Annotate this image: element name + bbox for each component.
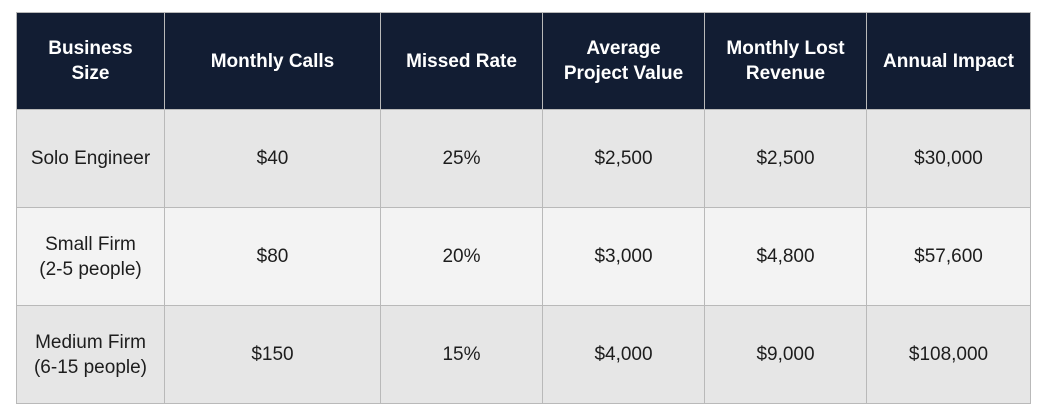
- cell-average-project-value: $2,500: [542, 109, 705, 208]
- header-label: Average Project Value: [563, 38, 684, 84]
- cell-average-project-value: $3,000: [542, 207, 705, 306]
- cell-monthly-calls: $80: [164, 207, 381, 306]
- cell-monthly-calls: $40: [164, 109, 381, 208]
- cell-average-project-value: $4,000: [542, 305, 705, 404]
- cell-text: Small Firm (2-5 people): [39, 233, 142, 280]
- header-monthly-calls: Monthly Calls: [164, 12, 381, 110]
- cell-text: Solo Engineer: [30, 148, 151, 169]
- cell-missed-rate: 20%: [380, 207, 543, 306]
- header-label: Business Size: [48, 38, 133, 84]
- header-label: Monthly Lost Revenue: [726, 38, 845, 84]
- cell-business-size: Solo Engineer: [16, 109, 165, 208]
- data-table: Business Size Monthly Calls Missed Rate …: [16, 12, 1031, 404]
- header-missed-rate: Missed Rate: [380, 12, 543, 110]
- cell-text: $108,000: [908, 344, 989, 365]
- cell-missed-rate: 25%: [380, 109, 543, 208]
- cell-text: $2,500: [756, 148, 815, 169]
- cell-text: $80: [256, 246, 289, 267]
- cell-text: 25%: [442, 148, 481, 169]
- cell-monthly-lost-revenue: $9,000: [704, 305, 867, 404]
- cell-annual-impact: $30,000: [866, 109, 1031, 208]
- cell-text: $2,500: [594, 148, 653, 169]
- cell-text: $9,000: [756, 344, 815, 365]
- cell-text: $40: [256, 148, 289, 169]
- cell-text: 15%: [442, 344, 481, 365]
- header-label: Monthly Calls: [210, 50, 335, 72]
- cell-text: $4,800: [756, 246, 815, 267]
- cell-text: $4,000: [594, 344, 653, 365]
- table-row: Solo Engineer $40 25% $2,500 $2,500 $30,…: [16, 109, 1031, 208]
- cell-business-size: Small Firm (2-5 people): [16, 207, 165, 306]
- cell-monthly-calls: $150: [164, 305, 381, 404]
- cell-text: $57,600: [914, 246, 983, 267]
- table-header-row: Business Size Monthly Calls Missed Rate …: [16, 12, 1031, 110]
- cell-monthly-lost-revenue: $2,500: [704, 109, 867, 208]
- cell-annual-impact: $108,000: [866, 305, 1031, 404]
- header-average-project-value: Average Project Value: [542, 12, 705, 110]
- table-row: Medium Firm (6-15 people) $150 15% $4,00…: [16, 305, 1031, 404]
- header-business-size: Business Size: [16, 12, 165, 110]
- cell-business-size: Medium Firm (6-15 people): [16, 305, 165, 404]
- header-monthly-lost-revenue: Monthly Lost Revenue: [704, 12, 867, 110]
- cell-monthly-lost-revenue: $4,800: [704, 207, 867, 306]
- cell-text: Medium Firm (6-15 people): [33, 331, 148, 378]
- cell-annual-impact: $57,600: [866, 207, 1031, 306]
- cell-text: $150: [251, 344, 294, 365]
- header-annual-impact: Annual Impact: [866, 12, 1031, 110]
- header-label: Annual Impact: [883, 50, 1014, 72]
- cell-text: $3,000: [594, 246, 653, 267]
- header-label: Missed Rate: [406, 50, 517, 72]
- cell-text: 20%: [442, 246, 481, 267]
- cell-missed-rate: 15%: [380, 305, 543, 404]
- cell-text: $30,000: [914, 148, 983, 169]
- table-row: Small Firm (2-5 people) $80 20% $3,000 $…: [16, 207, 1031, 306]
